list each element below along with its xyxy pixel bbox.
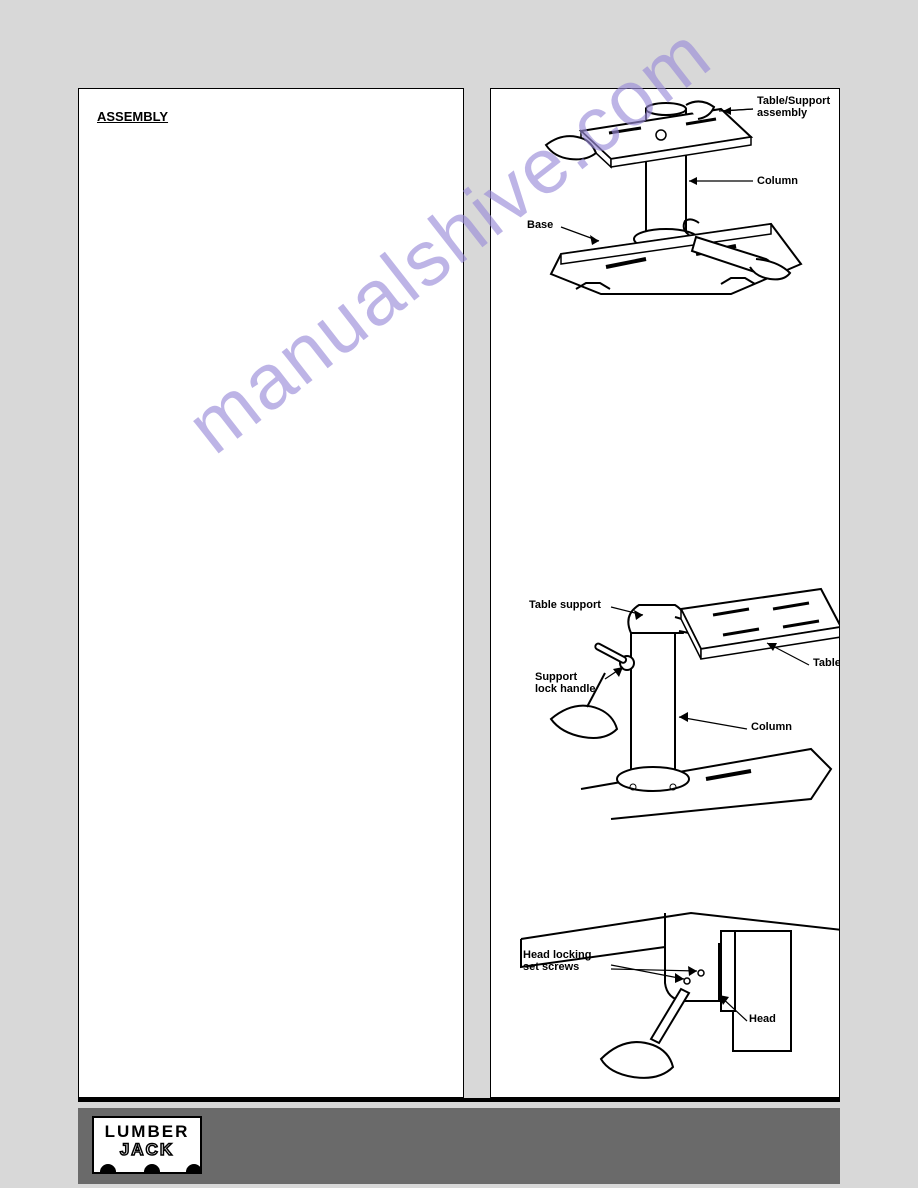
fig1-label-base: Base — [527, 219, 553, 231]
footer-bar: LUMBER JACK — [78, 1108, 840, 1184]
fig1-label-table-support: Table/Support assembly — [757, 95, 830, 119]
fig1-label-column: Column — [757, 175, 798, 187]
fig3-label-head-locking: Head locking set screws — [523, 949, 591, 973]
figure-3-svg — [491, 909, 840, 1089]
fig3-label-head: Head — [749, 1013, 776, 1025]
fig2-label-table: Table — [813, 657, 840, 669]
section-title: ASSEMBLY — [97, 109, 445, 124]
figure-3: Head locking set screws Head — [491, 909, 840, 1089]
figure-1-svg — [491, 89, 840, 319]
footer-rule — [78, 1098, 840, 1102]
logo: LUMBER JACK — [92, 1116, 202, 1174]
logo-gears-icon — [96, 1158, 206, 1172]
page: ASSEMBLY — [0, 0, 918, 1188]
logo-line1: LUMBER — [98, 1120, 196, 1141]
content-area: ASSEMBLY — [78, 88, 840, 1098]
logo-line2: JACK — [98, 1141, 196, 1159]
right-column: Table/Support assembly Column Base — [490, 88, 840, 1098]
left-column: ASSEMBLY — [78, 88, 464, 1098]
fig2-label-support-lock: Support lock handle — [535, 671, 596, 695]
figure-1: Table/Support assembly Column Base — [491, 89, 840, 319]
fig2-label-column: Column — [751, 721, 792, 733]
footer: LUMBER JACK — [78, 1098, 840, 1184]
figure-2: Table support Support lock handle Table … — [491, 569, 840, 839]
fig2-label-table-support: Table support — [529, 599, 601, 611]
